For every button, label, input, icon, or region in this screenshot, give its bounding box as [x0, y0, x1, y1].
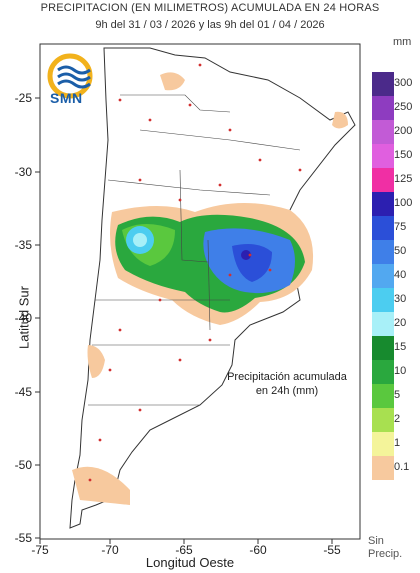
- legend-swatch: [372, 336, 394, 360]
- legend-swatch: [372, 240, 394, 264]
- y-tick-marks: [35, 97, 40, 539]
- legend-label: 300: [394, 77, 413, 89]
- x-tick-label: -65: [175, 543, 193, 557]
- legend-label: 200: [394, 125, 413, 137]
- precip-area-west: [87, 345, 105, 378]
- x-tick-label: -75: [31, 543, 49, 557]
- legend-label: 2: [394, 413, 401, 425]
- legend-swatch: [372, 456, 394, 480]
- smn-logo-icon: [47, 53, 93, 99]
- map-annotation: Precipitación acumulada en 24h (mm): [227, 371, 347, 397]
- legend-label: 100: [394, 197, 413, 209]
- station-dots: [88, 63, 302, 482]
- precip-cell-white: [133, 233, 147, 247]
- legend-swatch: [372, 408, 394, 432]
- legend-label: 30: [394, 293, 407, 305]
- legend-label: 10: [394, 365, 407, 377]
- legend-label: 50: [394, 245, 407, 257]
- y-axis-title: Latitud Sur: [16, 286, 32, 349]
- legend-label: 15: [394, 341, 407, 353]
- no-precip-label: Sin Precip.: [368, 535, 403, 560]
- legend-swatch: [372, 96, 394, 120]
- legend-swatch: [372, 72, 394, 96]
- map-title: PRECIPITACION (EN MILIMETROS) ACUMULADA …: [40, 2, 380, 14]
- legend-swatch: [372, 192, 394, 216]
- legend-swatch: [372, 120, 394, 144]
- y-tick-label: -50: [15, 458, 33, 472]
- precip-cell-dark: [241, 250, 251, 260]
- precipitation-fields: [72, 72, 348, 505]
- legend-label: 0.1: [394, 461, 410, 473]
- precip-area-north: [160, 72, 185, 91]
- precipitation-legend: [372, 72, 394, 480]
- y-tick-label: -40: [15, 311, 33, 325]
- legend-swatch: [372, 288, 394, 312]
- legend-label: 40: [394, 269, 407, 281]
- x-tick-label: -55: [323, 543, 341, 557]
- legend-swatch: [372, 360, 394, 384]
- x-axis-title: Longitud Oeste: [145, 555, 235, 570]
- x-tick-label: -60: [249, 543, 267, 557]
- legend-label: 1: [394, 437, 401, 449]
- smn-logo-text: SMN: [50, 90, 83, 106]
- y-tick-label: -25: [15, 91, 33, 105]
- precip-area-south: [72, 466, 130, 505]
- legend-swatch: [372, 144, 394, 168]
- y-tick-label: -35: [15, 238, 33, 252]
- legend-label: 5: [394, 389, 401, 401]
- map-date-range: 9h del 31 / 03 / 2026 y las 9h del 01 / …: [95, 19, 325, 31]
- y-tick-label: -30: [15, 165, 33, 179]
- x-tick-marks: [39, 539, 333, 544]
- legend-swatch: [372, 168, 394, 192]
- legend-swatch: [372, 312, 394, 336]
- legend-label: 250: [394, 101, 413, 113]
- legend-swatch: [372, 216, 394, 240]
- legend-unit: mm: [393, 36, 412, 48]
- legend-swatch: [372, 432, 394, 456]
- legend-label: 75: [394, 221, 407, 233]
- y-tick-label: -55: [15, 531, 33, 545]
- legend-label: 125: [394, 173, 413, 185]
- legend-label: 20: [394, 317, 407, 329]
- legend-swatch: [372, 264, 394, 288]
- x-tick-label: -70: [101, 543, 119, 557]
- legend-label: 150: [394, 149, 413, 161]
- y-tick-label: -45: [15, 385, 33, 399]
- legend-swatch: [372, 384, 394, 408]
- precip-area-east: [332, 111, 348, 129]
